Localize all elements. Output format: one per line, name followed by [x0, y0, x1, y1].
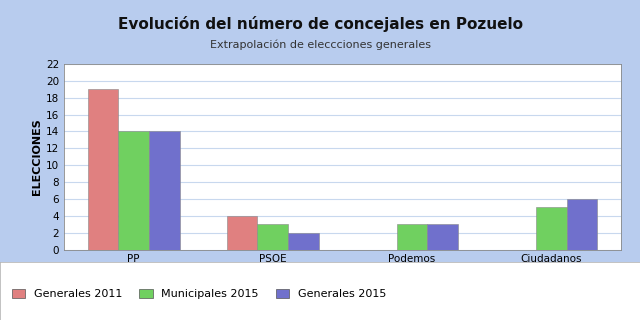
Bar: [88, 89, 118, 250]
Bar: [288, 233, 319, 250]
Text: Evolución del número de concejales en Pozuelo: Evolución del número de concejales en Po…: [118, 16, 522, 32]
Y-axis label: ELECCIONES: ELECCIONES: [32, 118, 42, 195]
X-axis label: PARTIDOS: PARTIDOS: [311, 268, 374, 279]
Text: Extrapolación de eleccciones generales: Extrapolación de eleccciones generales: [209, 40, 431, 51]
Bar: [118, 132, 149, 250]
Bar: [428, 224, 458, 250]
Bar: [149, 132, 180, 250]
Bar: [536, 207, 566, 250]
Bar: [257, 224, 288, 250]
Bar: [227, 216, 257, 250]
Legend: Generales 2011, Municipales 2015, Generales 2015: Generales 2011, Municipales 2015, Genera…: [12, 289, 386, 299]
Bar: [566, 199, 597, 250]
Bar: [397, 224, 428, 250]
